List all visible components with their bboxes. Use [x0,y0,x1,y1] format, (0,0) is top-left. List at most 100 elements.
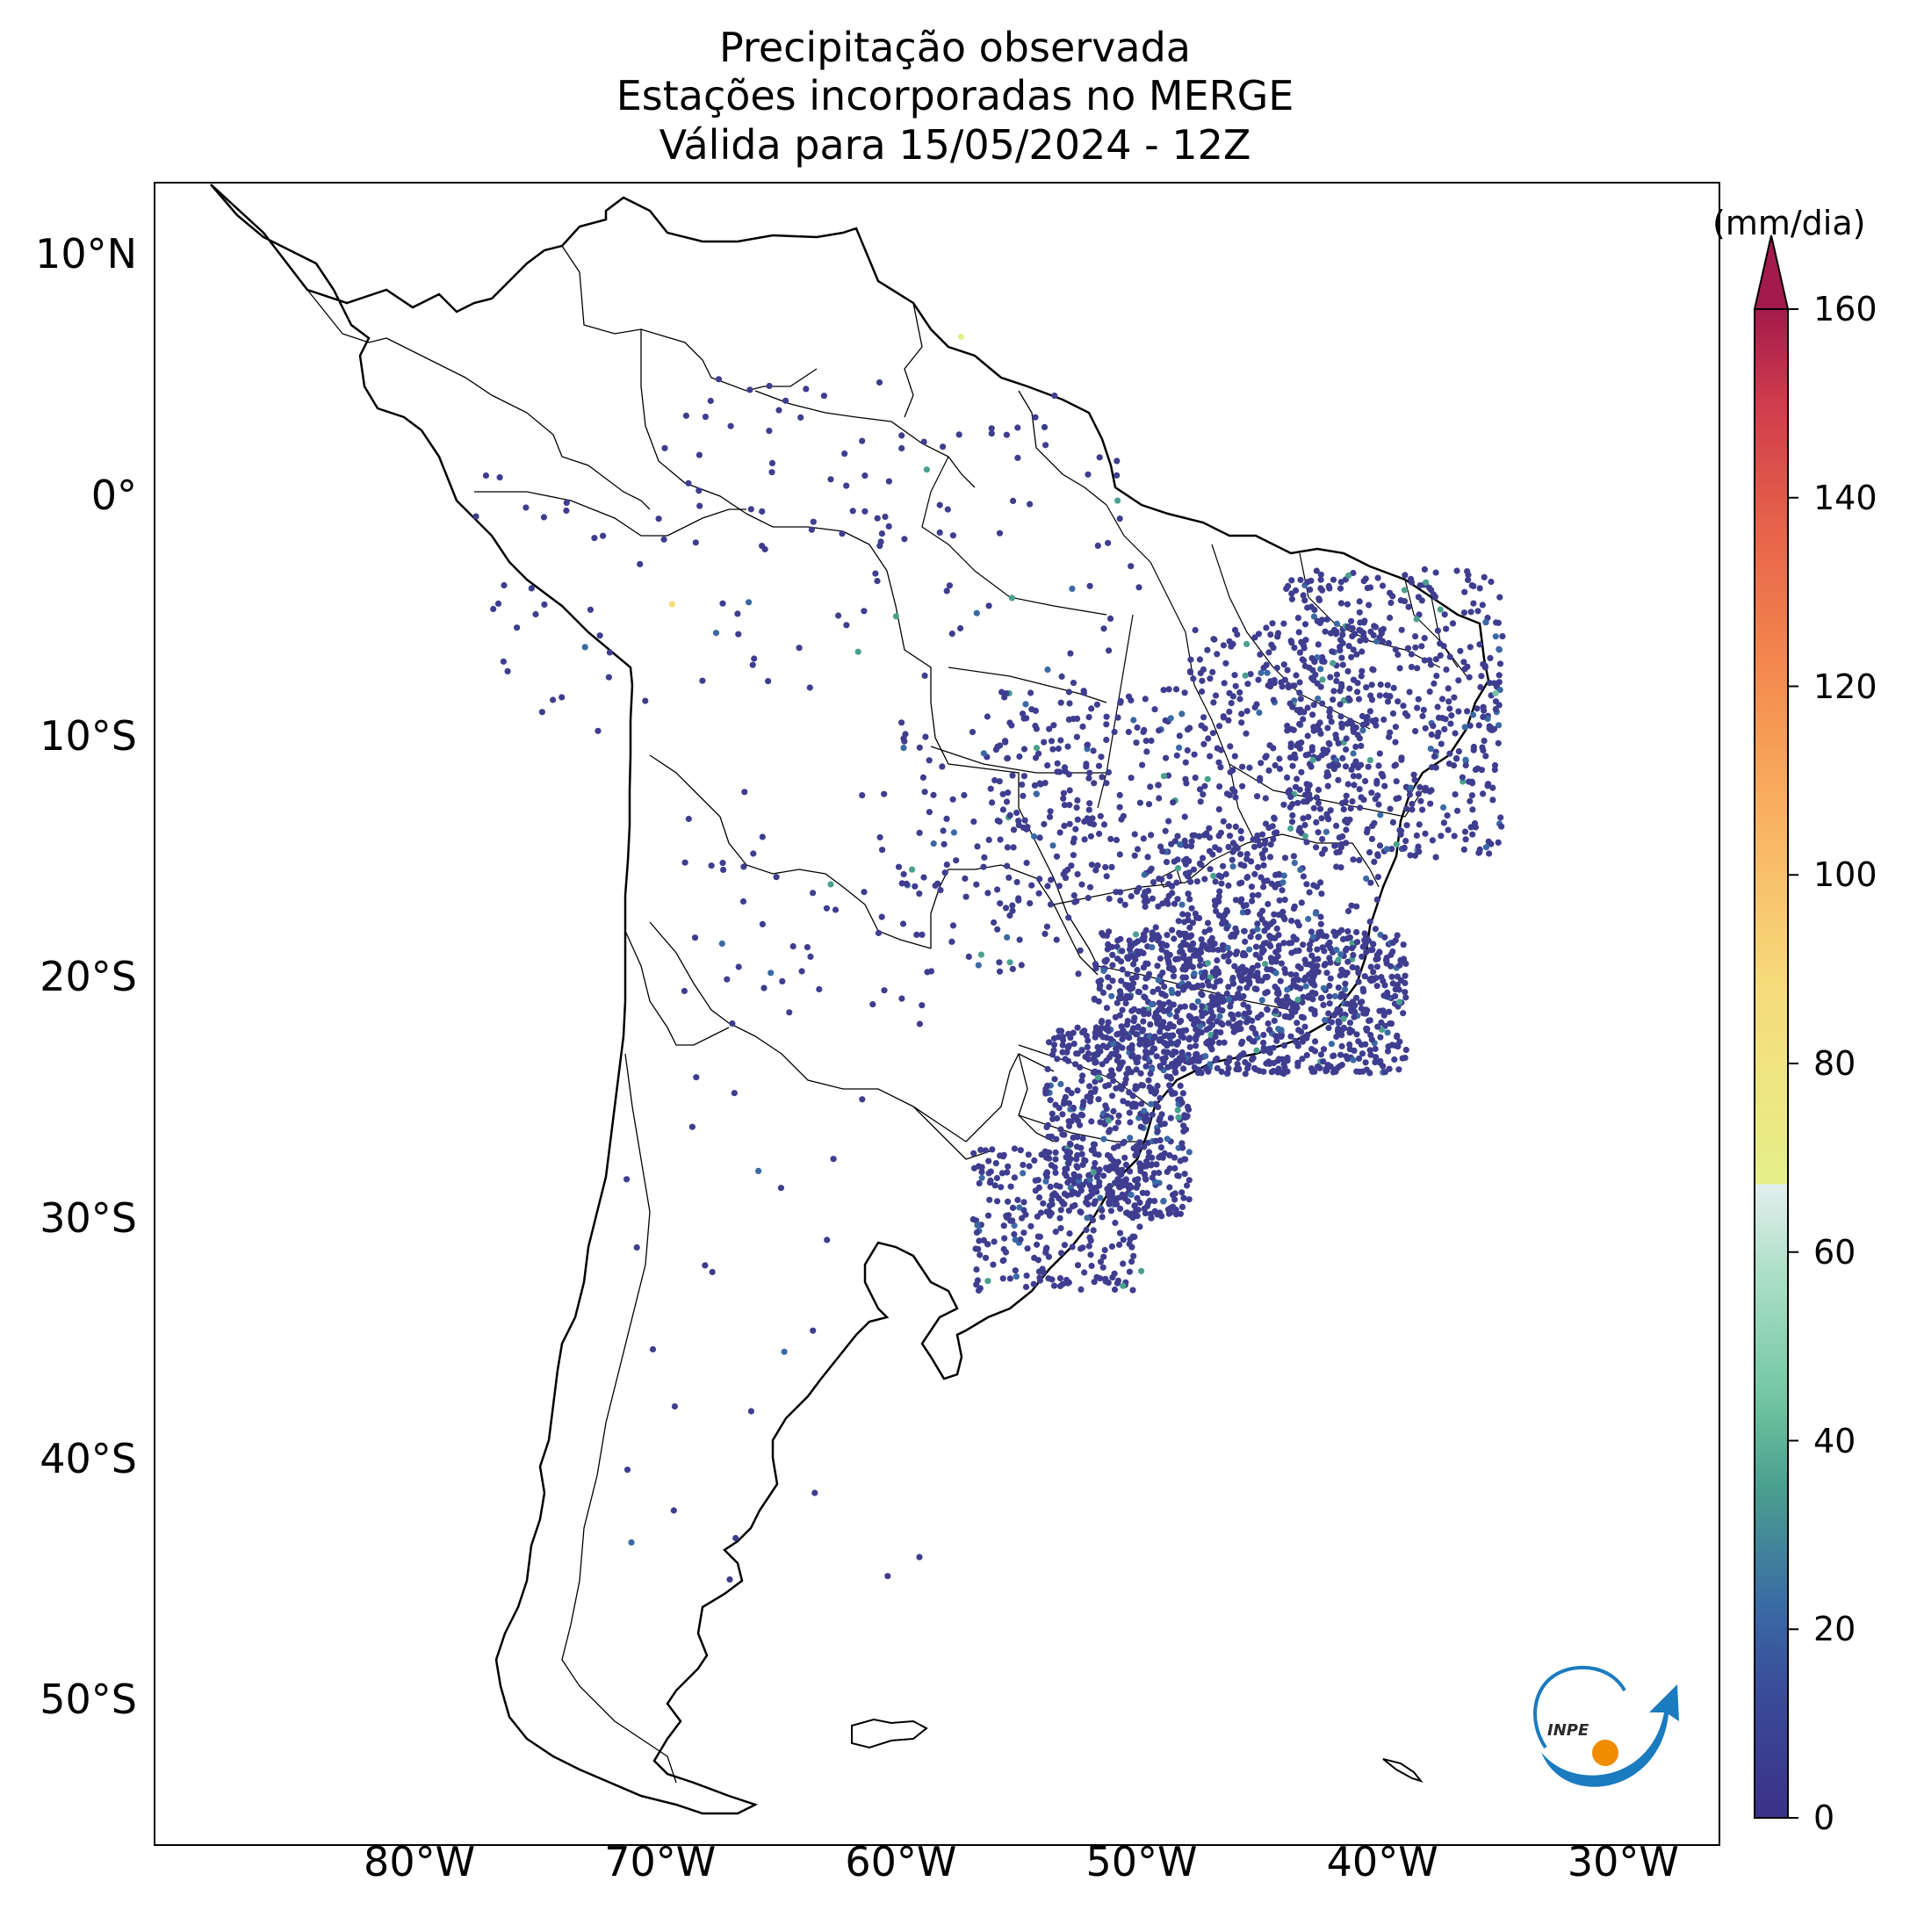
station-marker [1196,914,1203,922]
station-marker [726,1576,733,1583]
station-marker [1181,857,1188,864]
station-marker [1364,825,1371,833]
station-marker [1249,1017,1256,1024]
station-marker [1166,1082,1173,1089]
station-marker [1074,1151,1081,1159]
station-marker [1345,643,1352,650]
station-marker [1010,497,1017,505]
station-marker [1088,861,1095,869]
station-marker [1194,1018,1201,1025]
station-marker [1337,1051,1344,1058]
station-marker [1451,833,1458,840]
station-marker [1303,1052,1310,1059]
station-marker [1323,769,1330,776]
station-marker [1306,889,1313,896]
station-marker [1056,1215,1063,1222]
station-marker [1315,799,1322,807]
station-marker [1086,883,1094,890]
station-marker [1492,633,1499,640]
station-marker [1168,1061,1176,1068]
station-marker [1145,1010,1152,1017]
station-marker [734,610,741,617]
station-marker [1177,1210,1184,1217]
station-marker [1335,956,1342,963]
station-marker [496,474,503,481]
station-marker [1244,1004,1251,1011]
station-marker [1309,711,1316,718]
station-marker [1011,1230,1018,1238]
station-marker [919,931,926,938]
station-marker [1335,739,1342,747]
station-marker [1124,970,1131,977]
station-marker [1180,1128,1187,1135]
station-marker [735,631,742,638]
title-line-1: Precipitação observada [719,24,1191,71]
station-marker [1069,1244,1076,1251]
station-marker [1353,651,1360,658]
station-marker [1265,900,1272,908]
station-marker [1395,651,1402,659]
station-marker [1307,795,1314,802]
station-marker [759,508,766,515]
station-marker [1048,738,1056,745]
station-marker [1142,1163,1150,1170]
station-marker [623,1467,631,1474]
station-marker [693,1074,700,1081]
station-marker [1482,844,1490,851]
station-marker [1402,710,1409,717]
station-marker [1128,1192,1135,1199]
station-marker [1104,1151,1112,1159]
station-marker [1212,878,1219,885]
station-marker [1158,946,1165,953]
station-marker [1337,701,1344,708]
station-marker [1225,717,1232,724]
station-marker [1314,680,1321,687]
station-marker [1192,984,1199,991]
station-marker [1276,765,1284,773]
lon-label: 80°W [364,1838,476,1885]
station-marker [1178,1140,1186,1147]
station-marker [1300,873,1307,880]
station-marker [1125,693,1133,700]
station-marker [1294,996,1301,1003]
station-marker [1033,790,1040,797]
station-marker [1106,615,1114,623]
station-marker [1359,953,1366,960]
station-marker [1255,676,1262,683]
station-marker [1120,1098,1127,1105]
station-marker [1492,698,1499,705]
station-marker [1100,821,1108,828]
station-marker [1296,689,1303,696]
station-marker [1207,1061,1214,1068]
station-marker [984,1278,991,1285]
station-marker [932,882,939,890]
station-marker [1273,664,1280,672]
station-marker [1243,1019,1251,1026]
station-marker [1105,1082,1113,1089]
station-marker [1067,1034,1074,1042]
station-marker [1051,1076,1058,1083]
station-marker [1103,1165,1110,1172]
falkland-islands [851,1718,928,1749]
station-marker [1065,1099,1073,1107]
station-marker [823,905,831,912]
station-marker [1236,1065,1243,1072]
station-marker [1105,768,1112,776]
station-marker [991,919,998,926]
station-marker [1026,1163,1033,1170]
station-marker [1215,759,1222,766]
station-marker [1060,1100,1068,1107]
colorbar-tick-label: 120 [1813,667,1878,706]
station-marker [1120,1260,1127,1267]
station-marker [1313,567,1320,574]
station-marker [1271,911,1278,918]
station-marker [1114,1143,1121,1150]
station-marker [1153,1161,1160,1168]
station-marker [1020,792,1027,799]
station-marker [1457,647,1464,654]
station-marker [1268,880,1275,888]
station-marker [1092,1198,1099,1205]
station-marker [1320,746,1327,753]
station-marker [1320,1001,1327,1008]
station-marker [1288,818,1296,825]
